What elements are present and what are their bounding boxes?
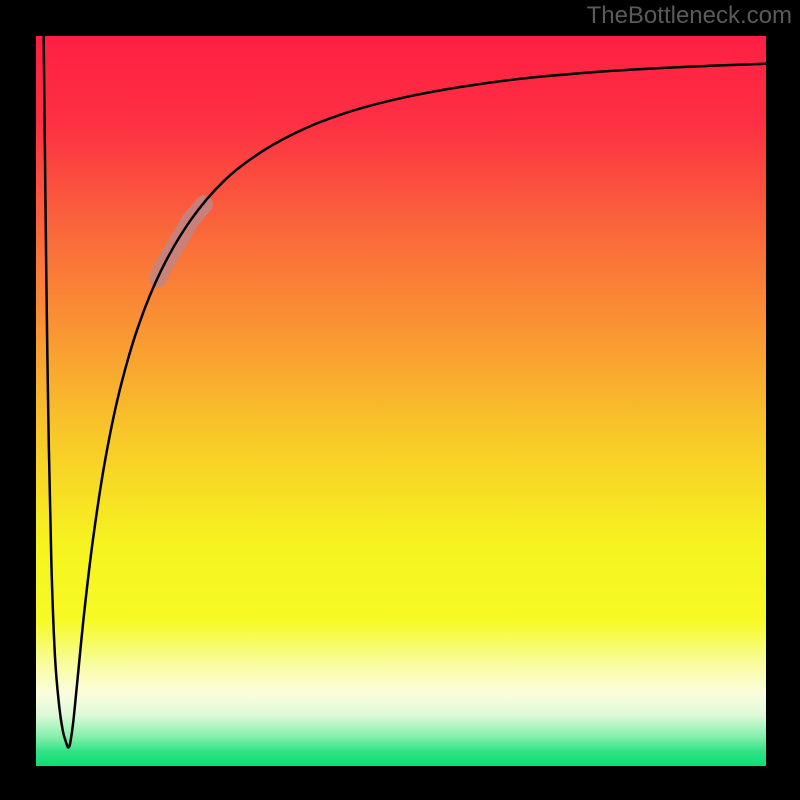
chart-frame: TheBottleneck.com [0,0,800,800]
chart-svg [36,36,766,766]
chart-background [36,36,766,766]
watermark-label: TheBottleneck.com [587,2,792,30]
plot-area [36,36,766,766]
